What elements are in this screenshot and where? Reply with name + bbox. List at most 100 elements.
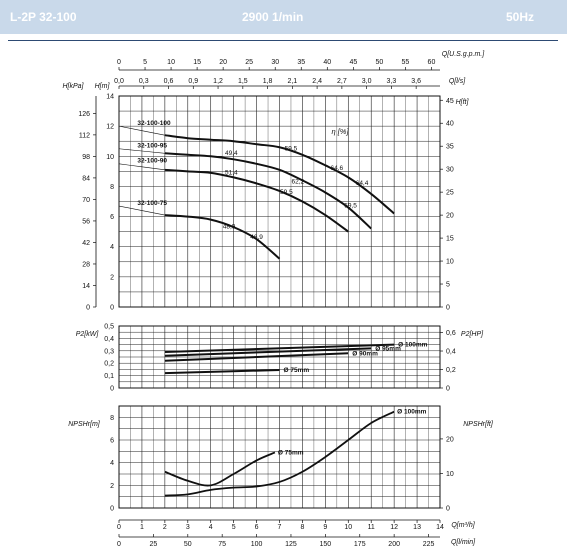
- head-m-tick-label: 8: [110, 184, 114, 191]
- top-ls-tick-label: 0,0: [114, 78, 124, 85]
- head-m-tick-label: 2: [110, 274, 114, 281]
- head-m-axis-label: H[m]: [95, 83, 111, 90]
- efficiency-value-label: 48,9: [223, 224, 236, 231]
- npsh-curve-100mm: [164, 410, 395, 497]
- head-curve-label-32-100-100: 32-100-100: [137, 120, 171, 127]
- bottom-m3h-tick-label: 0: [117, 524, 121, 531]
- top-ls-tick-label: 0,9: [188, 78, 198, 85]
- head-ft-tick-label: 0: [446, 305, 450, 312]
- head-ft-tick-label: 45: [446, 98, 454, 105]
- top-ls-tick-label: 0,6: [164, 78, 174, 85]
- head-curve-label-32-100-95: 32-100-95: [137, 143, 167, 150]
- top-ls-tick-label: 2,7: [337, 78, 347, 85]
- bottom-lmin-tick-label: 125: [285, 541, 297, 548]
- bottom-lmin-axis-label: Q[l/min]: [451, 539, 476, 546]
- npsh-m-axis-label: NPSHr[m]: [68, 421, 101, 428]
- efficiency-value-label: 62,2: [292, 178, 305, 185]
- head-ft-tick-label: 10: [446, 259, 454, 266]
- head-curve-32-100-100: [164, 134, 395, 215]
- bottom-lmin-tick-label: 25: [149, 541, 157, 548]
- top-usgpm-tick-label: 10: [167, 59, 175, 66]
- head-ft-tick-label: 35: [446, 144, 454, 151]
- top-usgpm-tick-label: 5: [143, 59, 147, 66]
- model-title: L-2P 32-100: [10, 10, 77, 24]
- top-ls-tick-label: 3,3: [387, 78, 397, 85]
- power-curve-100mm: [164, 343, 395, 354]
- efficiency-value-label: 46,9: [250, 234, 263, 241]
- top-usgpm-tick-label: 45: [349, 59, 357, 66]
- head-curve-label-32-100-90: 32-100-90: [137, 158, 167, 165]
- bottom-lmin-tick-label: 50: [184, 541, 192, 548]
- head-kpa-axis-label: H[kPa]: [62, 83, 84, 90]
- bottom-m3h-tick-label: 9: [323, 524, 327, 531]
- power-curve-90mm: [164, 352, 349, 362]
- head-kpa-tick-label: 42: [82, 240, 90, 247]
- bottom-m3h-tick-label: 12: [390, 524, 398, 531]
- top-usgpm-tick-label: 15: [193, 59, 201, 66]
- efficiency-value-label: 64,4: [356, 180, 369, 187]
- bottom-lmin-tick-label: 225: [423, 541, 435, 548]
- top-usgpm-tick-label: 40: [323, 59, 331, 66]
- frequency-label: 50Hz: [506, 10, 535, 24]
- npsh-ft-tick-label: 0: [446, 506, 450, 513]
- head-ft-tick-label: 40: [446, 121, 454, 128]
- power-curve-label-95mm: Ø 95mm: [375, 345, 401, 352]
- head-ft-axis-label: H[ft]: [456, 99, 470, 106]
- head-ft-tick-label: 5: [446, 282, 450, 289]
- top-usgpm-tick-label: 20: [219, 59, 227, 66]
- efficiency-value-label: 59,5: [344, 203, 357, 210]
- bottom-lmin-tick-label: 100: [251, 541, 263, 548]
- top-ls-tick-label: 2,4: [312, 78, 322, 85]
- head-ft-tick-label: 15: [446, 236, 454, 243]
- head-kpa-tick-label: 28: [82, 261, 90, 268]
- bottom-m3h-tick-label: 11: [368, 524, 375, 531]
- head-kpa-tick-label: 14: [82, 283, 90, 290]
- top-usgpm-tick-label: 30: [271, 59, 279, 66]
- top-usgpm-axis-label: Q[U.S.g.p.m.]: [442, 51, 485, 58]
- bottom-lmin-tick-label: 200: [388, 541, 400, 548]
- efficiency-label: η [%]: [331, 127, 349, 136]
- head-curve-32-100-90-shutoff: [118, 163, 165, 171]
- speed-label: 2900 1/min: [242, 10, 304, 24]
- power-hp-axis-label: P2[HP]: [461, 331, 484, 338]
- head-m-tick-label: 14: [106, 94, 114, 101]
- bottom-m3h-axis-label: Q[m³/h]: [451, 522, 475, 529]
- npsh-m-tick-label: 4: [110, 460, 114, 467]
- power-kw-tick-label: 0,2: [104, 361, 114, 368]
- power-curve-label-100mm: Ø 100mm: [398, 342, 427, 349]
- bottom-lmin-tick-label: 150: [320, 541, 332, 548]
- npsh-ft-tick-label: 20: [446, 436, 454, 443]
- top-usgpm-tick-label: 35: [297, 59, 305, 66]
- power-kw-tick-label: 0,1: [104, 373, 114, 380]
- npsh-curve-label-75mm: Ø 75mm: [278, 449, 304, 456]
- head-curve-32-100-90: [164, 168, 349, 233]
- npsh-curve-75mm: [164, 451, 276, 487]
- power-curve-label-75mm: Ø 75mm: [284, 367, 310, 374]
- header-divider: [8, 40, 558, 41]
- efficiency-value-label: 51,4: [225, 169, 238, 176]
- head-m-tick-label: 0: [110, 305, 114, 312]
- bottom-m3h-tick-label: 10: [344, 524, 352, 531]
- bottom-lmin-tick-label: 0: [117, 541, 121, 548]
- head-curve-32-100-95: [164, 152, 372, 230]
- npsh-m-tick-label: 0: [110, 506, 114, 513]
- head-m-tick-label: 10: [106, 154, 114, 161]
- npsh-ft-tick-label: 10: [446, 471, 454, 478]
- head-kpa-tick-label: 126: [78, 111, 90, 118]
- header-bar: L-2P 32-100 2900 1/min 50Hz: [0, 0, 567, 34]
- power-kw-tick-label: 0,5: [104, 324, 114, 331]
- head-ft-tick-label: 25: [446, 190, 454, 197]
- head-kpa-tick-label: 84: [82, 175, 90, 182]
- top-usgpm-tick-label: 50: [375, 59, 383, 66]
- bottom-m3h-tick-label: 1: [140, 524, 144, 531]
- head-curve-32-100-100-shutoff: [118, 125, 165, 136]
- head-kpa-tick-label: 112: [79, 132, 90, 139]
- npsh-plot-frame: [118, 405, 441, 509]
- top-ls-tick-label: 0,3: [139, 78, 149, 85]
- head-ft-tick-label: 20: [446, 213, 454, 220]
- efficiency-value-label: 59,5: [285, 145, 298, 152]
- bottom-m3h-tick-label: 6: [255, 524, 259, 531]
- bottom-m3h-tick-label: 8: [300, 524, 304, 531]
- bottom-m3h-tick-label: 2: [163, 524, 167, 531]
- top-ls-tick-label: 1,8: [263, 78, 273, 85]
